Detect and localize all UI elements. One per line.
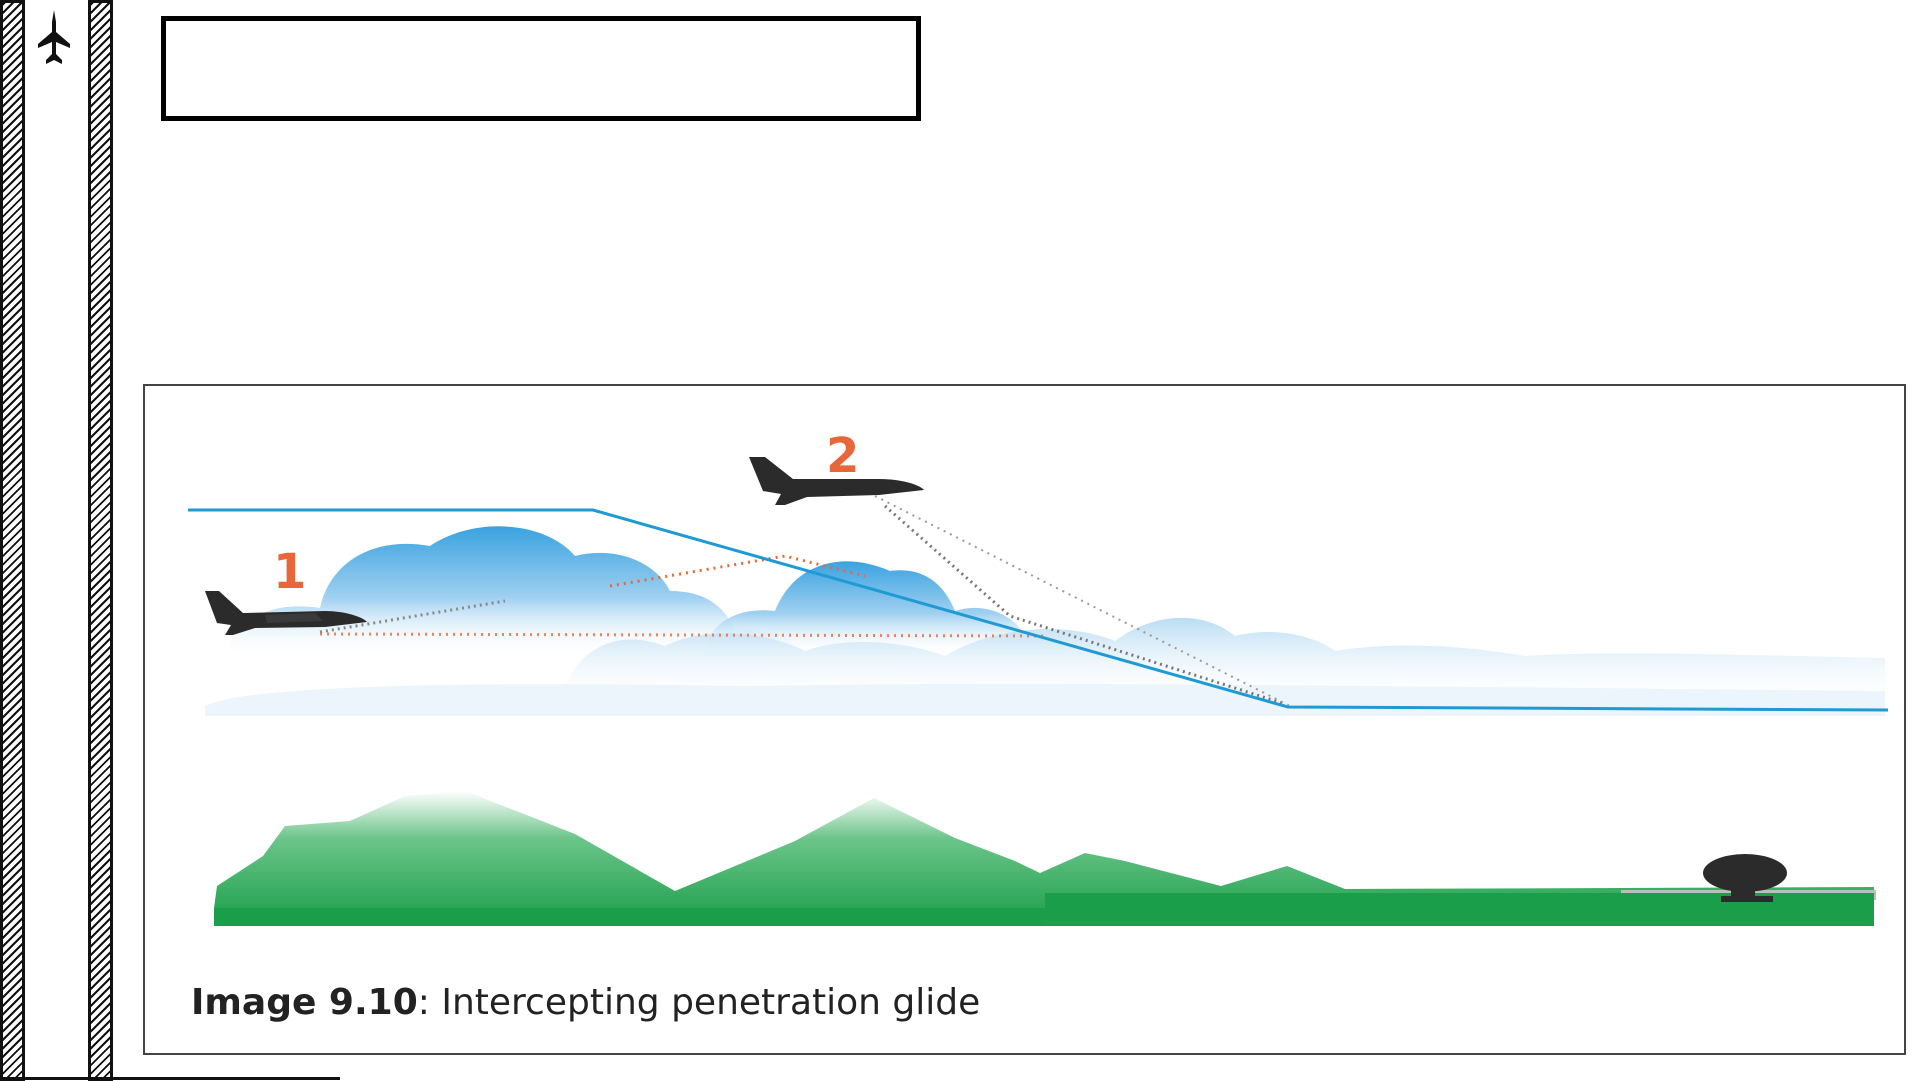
bottom-rule xyxy=(0,1077,340,1080)
orange-dotted-path-2 xyxy=(609,554,866,588)
grey-dotted-path-2 xyxy=(884,504,1286,706)
title-box xyxy=(161,16,921,121)
glide-profile-line xyxy=(188,508,1889,712)
caption-text: Intercepting penetration glide xyxy=(429,982,981,1023)
figure-panel: 1 2 Image 9.10: Intercepting penetration… xyxy=(143,384,1906,1055)
fighter-jet-icon xyxy=(38,10,70,64)
grey-dotted-path-1 xyxy=(319,599,506,634)
aircraft-2-label: 2 xyxy=(826,428,859,484)
cloud-layer xyxy=(205,526,1885,716)
caption-label: Image 9.10 xyxy=(191,982,418,1023)
aircraft-1-icon xyxy=(205,591,367,635)
aircraft-1-label: 1 xyxy=(273,544,306,600)
radar-dish-icon xyxy=(1703,854,1787,902)
caption-separator: : xyxy=(417,982,430,1023)
figure-caption: Image 9.10: Intercepting penetration gli… xyxy=(191,982,980,1023)
terrain xyxy=(214,791,1876,926)
page-title xyxy=(166,21,916,116)
penetration-glide-diagram: 1 2 xyxy=(188,428,1889,926)
inner-margin-hatch xyxy=(88,0,113,1081)
left-margin-hatch xyxy=(0,0,25,1081)
grey-dotted-path-3 xyxy=(874,495,1291,707)
orange-dotted-path-1 xyxy=(319,632,1046,638)
aircraft-2-icon xyxy=(749,457,924,505)
